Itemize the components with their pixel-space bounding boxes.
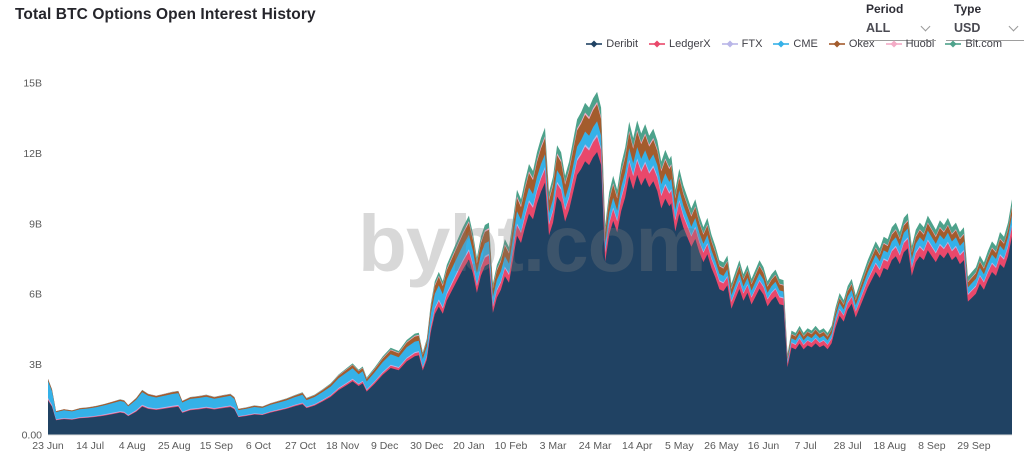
y-tick-label: 6B	[29, 289, 42, 301]
x-tick-label: 3 Mar	[540, 440, 567, 452]
legend-item-label: CME	[793, 38, 818, 50]
page-title: Total BTC Options Open Interest History	[15, 6, 316, 23]
legend-marker-icon	[586, 40, 603, 48]
period-selected-value: ALL	[866, 21, 891, 35]
type-select[interactable]: USD	[946, 19, 1024, 41]
x-tick-label: 18 Nov	[326, 440, 360, 452]
y-axis: 0.00 3B 6B 9B 12B 15B	[22, 78, 43, 442]
x-tick-label: 10 Feb	[495, 440, 528, 452]
legend-marker-icon	[649, 40, 666, 48]
legend-item-label: Huobi	[905, 38, 935, 50]
y-tick-label: 0.00	[22, 430, 43, 442]
x-tick-label: 29 Sep	[957, 440, 990, 452]
type-control: Type USD	[946, 2, 1024, 41]
legend-item-label: LedgerX	[669, 38, 711, 50]
x-tick-label: 26 May	[704, 440, 739, 452]
x-tick-label: 20 Jan	[453, 440, 485, 452]
legend-item-label: Okex	[848, 38, 875, 50]
legend-item-ledgerx[interactable]: LedgerX	[649, 38, 711, 50]
header-controls: Period ALL Type USD	[858, 2, 1024, 41]
x-tick-label: 30 Dec	[410, 440, 443, 452]
x-tick-label: 18 Aug	[873, 440, 906, 452]
area-deribit[interactable]	[48, 152, 1012, 435]
legend-item-label: FTX	[741, 38, 763, 50]
legend: Deribit LedgerX FTX CME Okex Huobi Bit.com	[586, 38, 1002, 50]
legend-item-bitcom[interactable]: Bit.com	[945, 38, 1002, 50]
legend-item-huobi[interactable]: Huobi	[885, 38, 935, 50]
x-tick-label: 16 Jun	[748, 440, 780, 452]
legend-marker-icon	[885, 40, 902, 48]
legend-item-ftx[interactable]: FTX	[721, 38, 763, 50]
x-tick-label: 5 May	[665, 440, 694, 452]
period-control: Period ALL	[858, 2, 936, 41]
x-tick-label: 25 Aug	[158, 440, 191, 452]
legend-marker-icon	[721, 40, 738, 48]
legend-marker-icon	[945, 40, 962, 48]
period-select[interactable]: ALL	[858, 19, 936, 41]
legend-item-label: Bit.com	[965, 38, 1002, 50]
type-selected-value: USD	[954, 21, 981, 35]
x-tick-label: 8 Sep	[918, 440, 946, 452]
x-tick-label: 23 Jun	[32, 440, 64, 452]
x-tick-label: 27 Oct	[285, 440, 316, 452]
x-tick-label: 28 Jul	[834, 440, 862, 452]
type-label: Type	[954, 2, 982, 16]
legend-marker-icon	[828, 40, 845, 48]
series-areas[interactable]	[48, 91, 1012, 436]
y-tick-label: 12B	[23, 148, 42, 160]
x-tick-label: 7 Jul	[794, 440, 816, 452]
x-tick-label: 9 Dec	[371, 440, 398, 452]
period-label: Period	[866, 2, 904, 16]
legend-item-deribit[interactable]: Deribit	[586, 38, 638, 50]
x-axis: 23 Jun 14 Jul 4 Aug 25 Aug 15 Sep 6 Oct 27 Oct…	[32, 434, 1012, 452]
x-tick-label: 14 Jul	[76, 440, 104, 452]
x-tick-label: 14 Apr	[622, 440, 653, 452]
x-tick-label: 24 Mar	[579, 440, 612, 452]
legend-marker-icon	[773, 40, 790, 48]
legend-item-okex[interactable]: Okex	[828, 38, 875, 50]
x-tick-label: 4 Aug	[119, 440, 146, 452]
x-tick-label: 6 Oct	[246, 440, 271, 452]
legend-item-label: Deribit	[606, 38, 639, 50]
legend-item-cme[interactable]: CME	[773, 38, 818, 50]
y-tick-label: 15B	[23, 78, 42, 90]
y-tick-label: 9B	[29, 218, 42, 230]
x-tick-label: 15 Sep	[200, 440, 233, 452]
y-tick-label: 3B	[29, 359, 42, 371]
